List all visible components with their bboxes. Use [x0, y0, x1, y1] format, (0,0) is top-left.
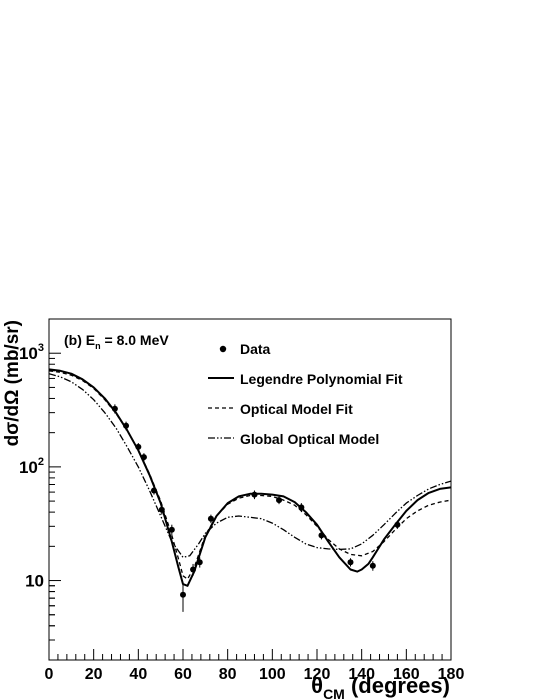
x-tick-label: 40	[129, 666, 147, 683]
x-axis: 0 20 40 60 80 100 120 140 160 180	[45, 649, 465, 683]
data-point	[123, 422, 130, 429]
y-tick-label: 10	[25, 572, 44, 591]
x-tick-label: 80	[219, 666, 237, 683]
data-point	[207, 515, 214, 522]
data-point	[158, 506, 165, 513]
x-tick-label: 0	[45, 666, 54, 683]
x-tick-label: 100	[259, 666, 286, 683]
data-point	[369, 562, 376, 569]
data-point	[140, 454, 147, 461]
y-tick-label: 103	[19, 342, 44, 363]
x-tick-label: 160	[393, 666, 420, 683]
annotation-energy: (b) En = 8.0 MeV	[64, 332, 169, 351]
data-point	[180, 591, 186, 598]
data-point	[168, 526, 175, 533]
legend-marker-data	[219, 345, 227, 353]
data-points	[111, 404, 401, 612]
x-tick-label: 180	[438, 666, 465, 683]
data-point	[190, 566, 197, 573]
data-point	[196, 559, 203, 566]
plot-frame	[48, 318, 452, 661]
data-point	[298, 504, 305, 511]
x-tick-label: 140	[348, 666, 375, 683]
x-tick-label: 60	[174, 666, 192, 683]
data-point	[318, 532, 325, 539]
data-point	[150, 487, 157, 494]
legend: Data Legendre Polynomial Fit Optical Model…	[208, 341, 403, 447]
data-point	[394, 521, 401, 528]
data-point	[347, 559, 354, 566]
legend-label: Data	[240, 341, 271, 357]
y-axis: 10 102 103	[19, 318, 61, 661]
legend-label: Legendre Polynomial Fit	[240, 371, 403, 387]
data-point	[276, 497, 283, 504]
legend-label: Global Optical Model	[240, 431, 379, 447]
x-tick-label: 20	[85, 666, 103, 683]
series-line-global-optical-model	[49, 373, 451, 558]
legend-label: Optical Model Fit	[240, 401, 353, 417]
y-axis-title: dσ/dΩ (mb/sr)	[2, 320, 23, 446]
data-point	[251, 491, 258, 498]
y-tick-label: 102	[19, 456, 44, 477]
data-point	[111, 405, 118, 412]
data-point	[135, 443, 142, 450]
x-axis-title: θCM (degrees)	[311, 673, 450, 699]
x-tick-label: 120	[304, 666, 331, 683]
